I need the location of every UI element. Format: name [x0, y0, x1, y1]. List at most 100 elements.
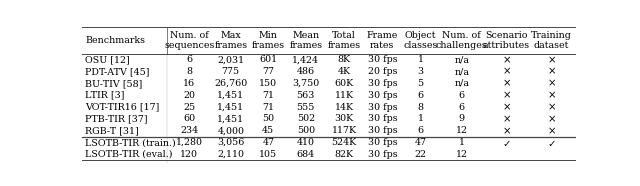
Text: 30 fps: 30 fps: [367, 91, 397, 100]
Text: 20: 20: [183, 91, 195, 100]
Text: 2,031: 2,031: [217, 55, 244, 64]
Text: Total
frames: Total frames: [328, 31, 360, 50]
Text: n/a: n/a: [454, 67, 469, 76]
Text: 77: 77: [262, 67, 275, 76]
Text: 1,280: 1,280: [176, 138, 203, 147]
Text: 50: 50: [262, 114, 275, 123]
Text: 20 fps: 20 fps: [367, 67, 397, 76]
Text: OSU [12]: OSU [12]: [86, 55, 130, 64]
Text: 8K: 8K: [337, 55, 351, 64]
Text: $\times$: $\times$: [502, 126, 511, 136]
Text: n/a: n/a: [454, 79, 469, 88]
Text: $\times$: $\times$: [502, 78, 511, 89]
Text: Num. of
challenges: Num. of challenges: [436, 31, 488, 50]
Text: 684: 684: [297, 150, 315, 159]
Text: $\times$: $\times$: [547, 90, 556, 100]
Text: $\times$: $\times$: [547, 54, 556, 65]
Text: 47: 47: [415, 138, 427, 147]
Text: Benchmarks: Benchmarks: [86, 36, 145, 45]
Text: Object
classes: Object classes: [403, 31, 438, 50]
Text: BU-TIV [58]: BU-TIV [58]: [86, 79, 143, 88]
Text: 555: 555: [296, 102, 315, 112]
Text: 524K: 524K: [332, 138, 356, 147]
Text: n/a: n/a: [454, 55, 469, 64]
Text: 45: 45: [262, 126, 275, 135]
Text: 3: 3: [418, 67, 424, 76]
Text: PDT-ATV [45]: PDT-ATV [45]: [86, 67, 150, 76]
Text: 6: 6: [186, 55, 192, 64]
Text: $\checkmark$: $\checkmark$: [502, 138, 511, 147]
Text: 1,424: 1,424: [292, 55, 319, 64]
Text: $\times$: $\times$: [547, 126, 556, 136]
Text: 60K: 60K: [335, 79, 354, 88]
Text: 3,056: 3,056: [217, 138, 244, 147]
Text: 30 fps: 30 fps: [367, 102, 397, 112]
Text: 1: 1: [459, 138, 465, 147]
Text: 25: 25: [183, 102, 195, 112]
Text: 1,451: 1,451: [217, 91, 244, 100]
Text: 14K: 14K: [335, 102, 354, 112]
Text: Num. of
sequences: Num. of sequences: [164, 31, 214, 50]
Text: $\times$: $\times$: [547, 78, 556, 89]
Text: 30 fps: 30 fps: [367, 150, 397, 159]
Text: $\times$: $\times$: [502, 54, 511, 65]
Text: 1: 1: [418, 55, 424, 64]
Text: $\times$: $\times$: [502, 114, 511, 124]
Text: 105: 105: [259, 150, 277, 159]
Text: Frame
rates: Frame rates: [367, 31, 398, 50]
Text: 4,000: 4,000: [218, 126, 244, 135]
Text: $\times$: $\times$: [547, 66, 556, 77]
Text: 601: 601: [259, 55, 277, 64]
Text: 12: 12: [456, 126, 468, 135]
Text: $\times$: $\times$: [502, 66, 511, 77]
Text: 2,110: 2,110: [218, 150, 244, 159]
Text: LTIR [3]: LTIR [3]: [86, 91, 125, 100]
Text: PTB-TIR [37]: PTB-TIR [37]: [86, 114, 148, 123]
Text: 6: 6: [418, 126, 424, 135]
Text: 5: 5: [418, 79, 424, 88]
Text: Scenario
attributes: Scenario attributes: [483, 31, 530, 50]
Text: RGB-T [31]: RGB-T [31]: [86, 126, 140, 135]
Text: Training
dataset: Training dataset: [531, 31, 572, 50]
Text: $\times$: $\times$: [547, 102, 556, 112]
Text: $\checkmark$: $\checkmark$: [547, 138, 556, 147]
Text: 1,451: 1,451: [217, 114, 244, 123]
Text: Max
frames: Max frames: [214, 31, 247, 50]
Text: 30 fps: 30 fps: [367, 138, 397, 147]
Text: 502: 502: [297, 114, 315, 123]
Text: 30 fps: 30 fps: [367, 79, 397, 88]
Text: 30K: 30K: [335, 114, 354, 123]
Text: 60: 60: [183, 114, 195, 123]
Text: 4K: 4K: [337, 67, 351, 76]
Text: 120: 120: [180, 150, 198, 159]
Text: 410: 410: [297, 138, 315, 147]
Text: $\times$: $\times$: [502, 90, 511, 100]
Text: $\times$: $\times$: [502, 102, 511, 112]
Text: 1,451: 1,451: [217, 102, 244, 112]
Text: 234: 234: [180, 126, 198, 135]
Text: 47: 47: [262, 138, 275, 147]
Text: Mean
frames: Mean frames: [289, 31, 323, 50]
Text: 6: 6: [418, 91, 424, 100]
Text: 775: 775: [221, 67, 240, 76]
Text: 500: 500: [297, 126, 315, 135]
Text: 3,750: 3,750: [292, 79, 319, 88]
Text: 30 fps: 30 fps: [367, 114, 397, 123]
Text: 12: 12: [456, 150, 468, 159]
Text: LSOTB-TIR (eval.): LSOTB-TIR (eval.): [86, 150, 173, 159]
Text: 1: 1: [418, 114, 424, 123]
Text: LSOTB-TIR (train.): LSOTB-TIR (train.): [86, 138, 176, 147]
Text: 30 fps: 30 fps: [367, 55, 397, 64]
Text: 16: 16: [183, 79, 195, 88]
Text: 22: 22: [415, 150, 427, 159]
Text: 150: 150: [259, 79, 277, 88]
Text: 9: 9: [459, 114, 465, 123]
Text: 6: 6: [459, 91, 465, 100]
Text: 117K: 117K: [332, 126, 356, 135]
Text: 82K: 82K: [335, 150, 354, 159]
Text: 11K: 11K: [335, 91, 354, 100]
Text: 6: 6: [459, 102, 465, 112]
Text: 8: 8: [418, 102, 424, 112]
Text: 71: 71: [262, 102, 275, 112]
Text: VOT-TIR16 [17]: VOT-TIR16 [17]: [86, 102, 160, 112]
